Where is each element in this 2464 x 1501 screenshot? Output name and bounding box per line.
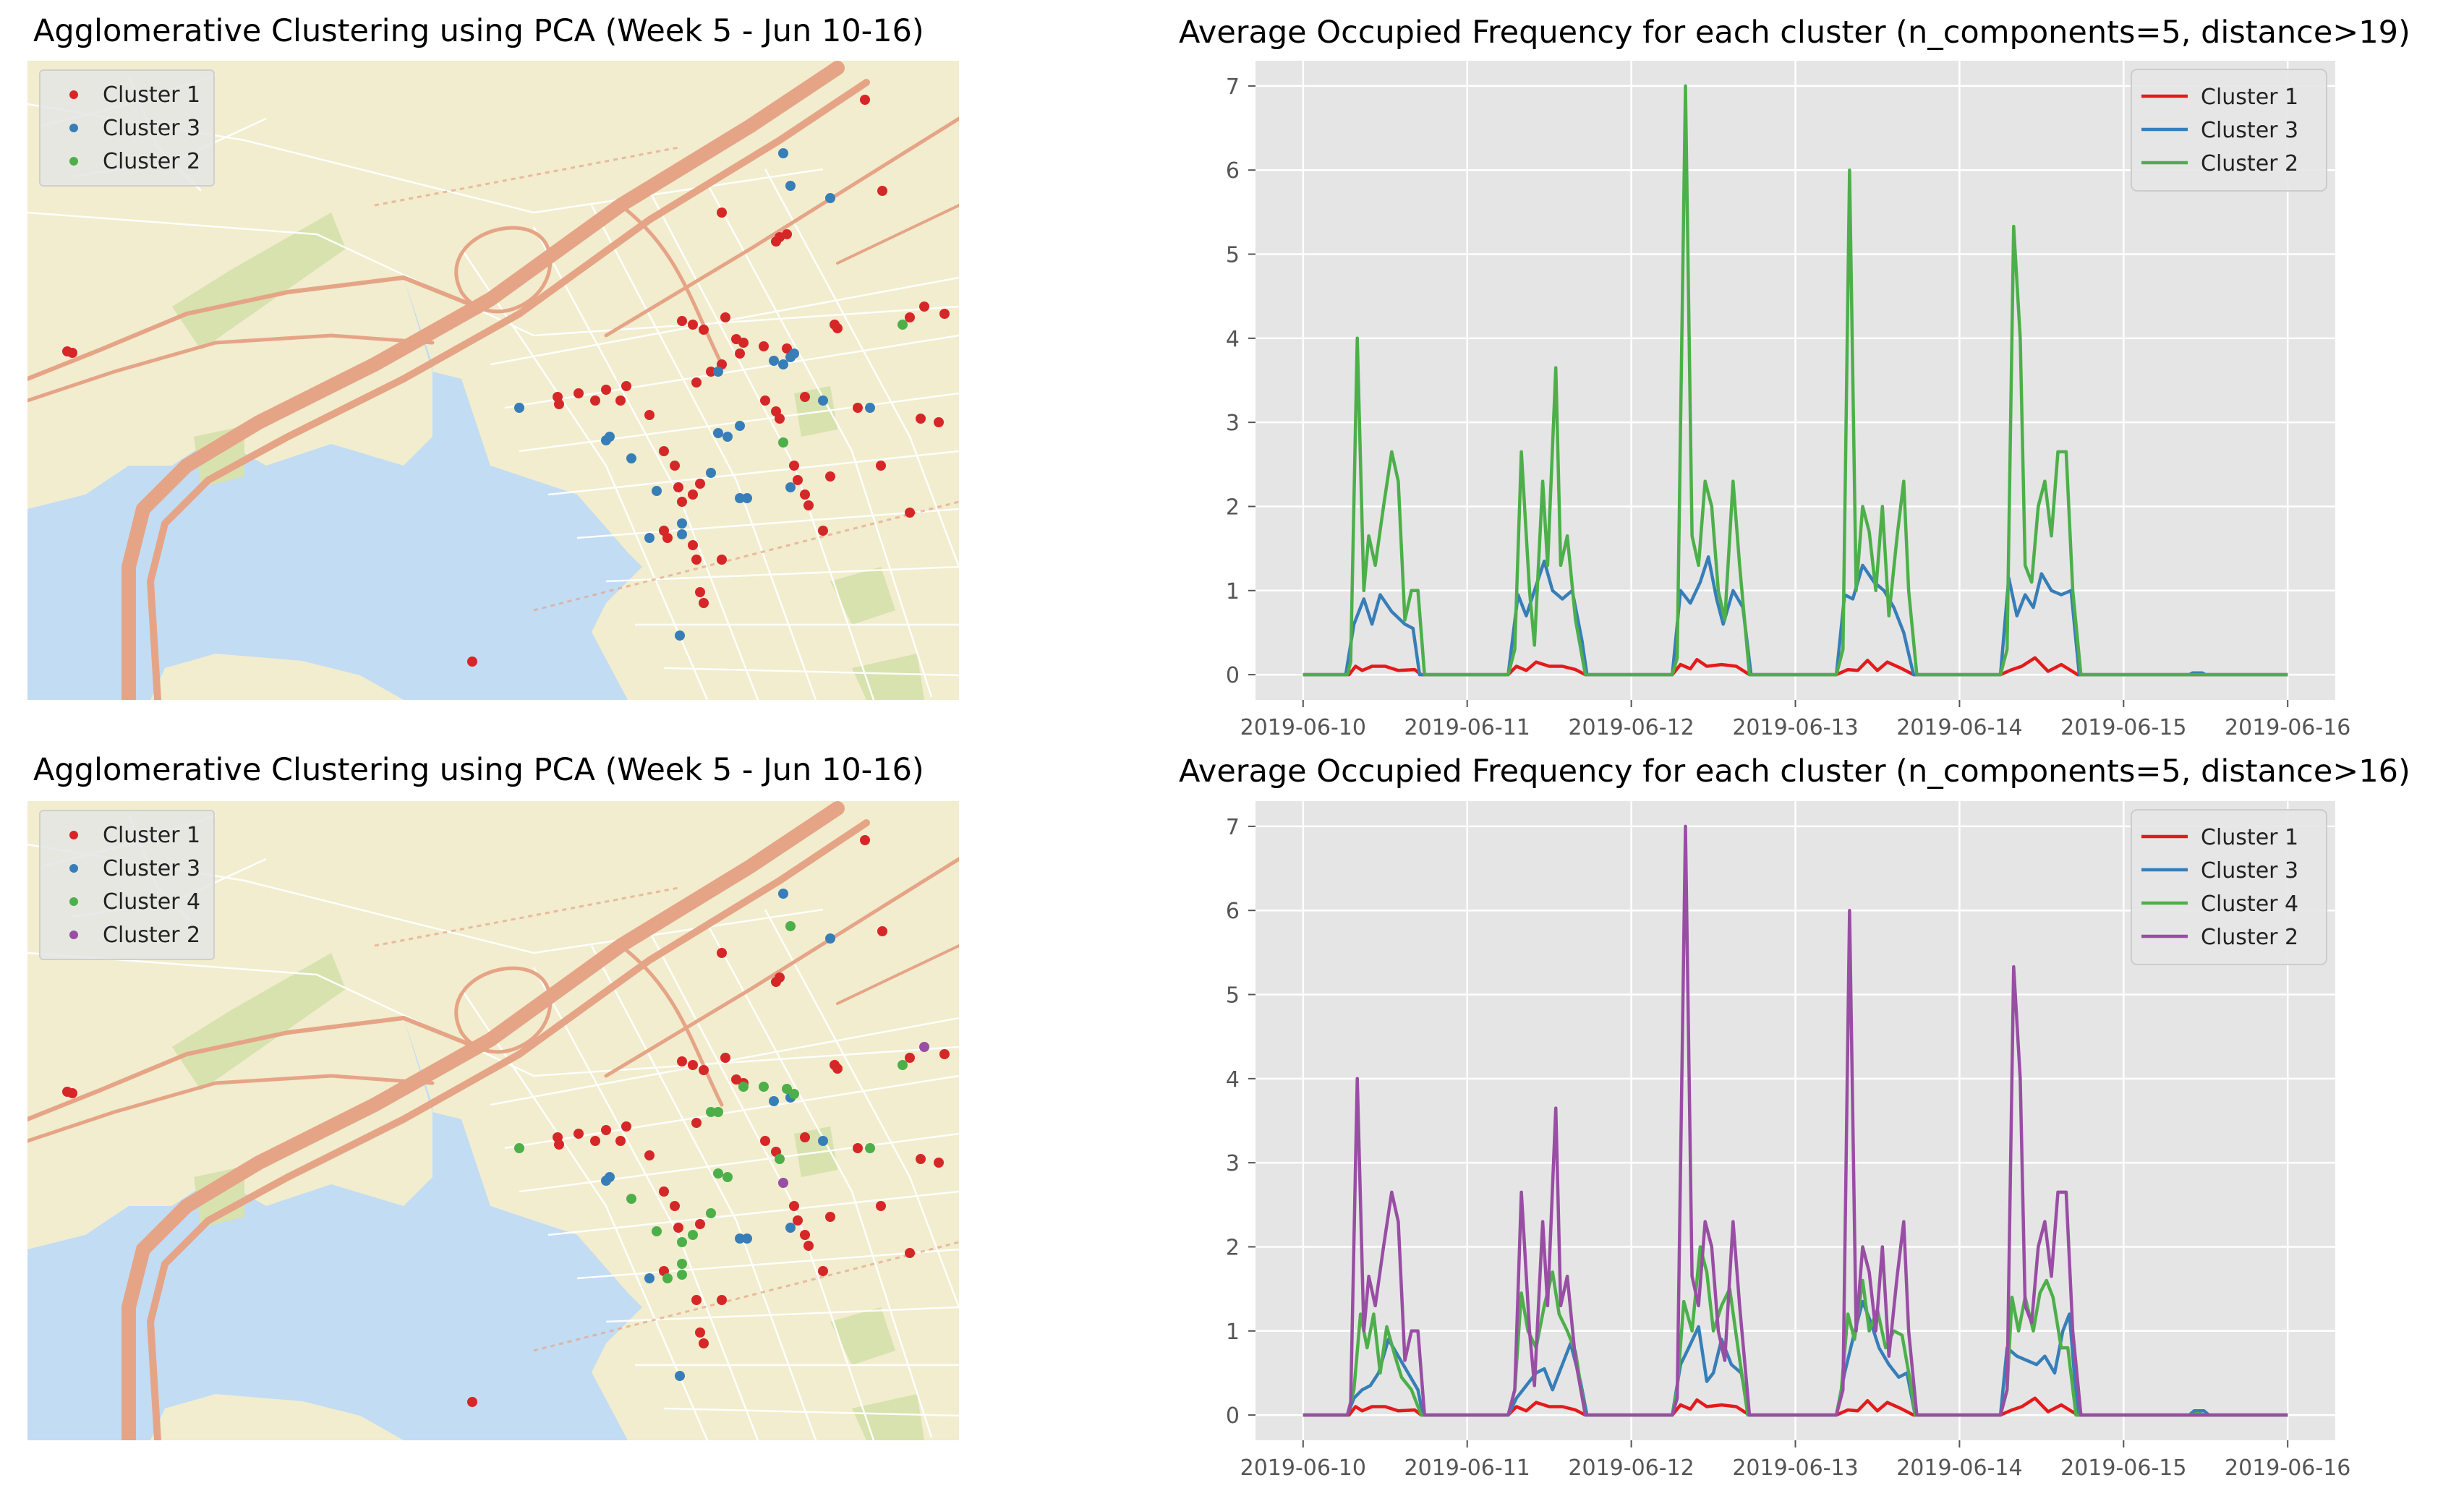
map-points-bottom	[62, 835, 950, 1407]
street-map-graphic	[27, 801, 959, 1440]
legend-marker	[69, 157, 78, 166]
y-tick-label: 7	[1226, 815, 1240, 840]
y-tick-label: 6	[1226, 158, 1240, 184]
legend-marker	[69, 864, 78, 873]
series-line-cluster-3	[1303, 555, 2288, 677]
legend-label: Cluster 3	[103, 855, 201, 881]
legend-item: Cluster 1	[51, 818, 200, 852]
y-tick-label: 4	[1226, 1067, 1240, 1092]
legend-item: Cluster 3	[51, 852, 200, 885]
legend-label: Cluster 3	[103, 115, 201, 141]
series-line-cluster-1	[1303, 656, 2288, 677]
legend-label: Cluster 1	[2201, 825, 2298, 850]
legend-label: Cluster 4	[103, 889, 201, 915]
map-image: Cluster 1 Cluster 3 Cluster 4 Cluster 2	[27, 801, 959, 1440]
legend-label: Cluster 2	[2201, 925, 2298, 950]
series-line-cluster-2	[1303, 84, 2288, 677]
map-points-top	[62, 95, 950, 667]
x-tick-label: 2019-06-16	[2225, 715, 2350, 740]
y-tick-label: 2	[1226, 1235, 1240, 1260]
chart-legend	[2131, 69, 2327, 192]
map-legend: Cluster 1 Cluster 3 Cluster 2	[39, 69, 216, 187]
y-tick-label: 5	[1226, 243, 1240, 268]
legend-marker	[69, 90, 78, 99]
y-tick-label: 0	[1226, 1403, 1240, 1429]
map-image: Cluster 1 Cluster 3 Cluster 2	[27, 61, 959, 700]
series-line-cluster-1	[1303, 1396, 2288, 1417]
x-tick-label: 2019-06-10	[1240, 1455, 1366, 1481]
y-tick-label: 2	[1226, 495, 1240, 520]
legend-item: Cluster 4	[51, 885, 200, 918]
legend-label: Cluster 4	[2201, 891, 2298, 917]
x-tick-label: 2019-06-13	[1732, 1455, 1858, 1481]
series-line-cluster-4	[1303, 1245, 2288, 1417]
chart-title: Average Occupied Frequency for each clus…	[1179, 753, 2410, 790]
chart-legend	[2131, 809, 2327, 965]
legend-label: Cluster 1	[2201, 85, 2298, 110]
legend-label: Cluster 2	[103, 922, 201, 948]
legend-marker	[69, 831, 78, 839]
x-tick-label: 2019-06-13	[1732, 715, 1858, 740]
legend-item: Cluster 2	[51, 918, 200, 952]
y-tick-label: 1	[1226, 579, 1240, 604]
legend-label: Cluster 2	[2201, 151, 2298, 176]
legend-marker	[69, 931, 78, 939]
x-tick-label: 2019-06-11	[1404, 1455, 1530, 1481]
legend-label: Cluster 3	[2201, 858, 2298, 884]
x-tick-label: 2019-06-12	[1568, 1455, 1694, 1481]
legend-label: Cluster 2	[103, 148, 201, 174]
line-chart-top: 0 1 2 3 4 5 6 7 2019-06-10 2019-06-11 2019-06-12 20…	[1226, 61, 2350, 740]
legend-marker	[69, 897, 78, 906]
y-tick-label: 4	[1226, 327, 1240, 352]
x-tick-label: 2019-06-15	[2060, 715, 2186, 740]
map-title: Agglomerative Clustering using PCA (Week…	[33, 752, 924, 788]
y-tick-label: 5	[1226, 983, 1240, 1009]
legend-marker	[69, 124, 78, 132]
x-tick-label: 2019-06-12	[1568, 715, 1694, 740]
x-tick-label: 2019-06-15	[2060, 1455, 2186, 1481]
y-tick-label: 6	[1226, 899, 1240, 924]
x-tick-label: 2019-06-16	[2225, 1455, 2350, 1481]
street-map-graphic	[27, 61, 959, 700]
x-tick-label: 2019-06-10	[1240, 715, 1366, 740]
x-tick-label: 2019-06-11	[1404, 715, 1530, 740]
legend-label: Cluster 1	[103, 82, 201, 108]
y-tick-label: 0	[1226, 663, 1240, 688]
map-legend: Cluster 1 Cluster 3 Cluster 4 Cluster 2	[39, 810, 216, 960]
legend-item: Cluster 1	[51, 78, 200, 111]
map-title: Agglomerative Clustering using PCA (Week…	[33, 13, 924, 49]
y-tick-label: 1	[1226, 1320, 1240, 1345]
chart-title: Average Occupied Frequency for each clus…	[1179, 14, 2410, 51]
x-tick-label: 2019-06-14	[1896, 1455, 2022, 1481]
y-tick-label: 3	[1226, 1151, 1240, 1176]
y-tick-label: 3	[1226, 411, 1240, 436]
series-line-cluster-2	[1303, 824, 2288, 1417]
legend-label: Cluster 3	[2201, 118, 2298, 143]
legend-item: Cluster 3	[51, 111, 200, 145]
legend-label: Cluster 1	[103, 822, 201, 848]
legend-item: Cluster 2	[51, 145, 200, 178]
y-tick-label: 7	[1226, 74, 1240, 100]
x-tick-label: 2019-06-14	[1896, 715, 2022, 740]
